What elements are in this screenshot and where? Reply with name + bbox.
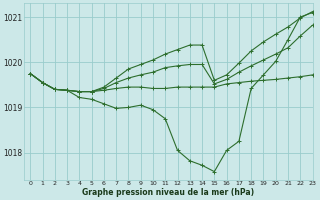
X-axis label: Graphe pression niveau de la mer (hPa): Graphe pression niveau de la mer (hPa) (82, 188, 254, 197)
